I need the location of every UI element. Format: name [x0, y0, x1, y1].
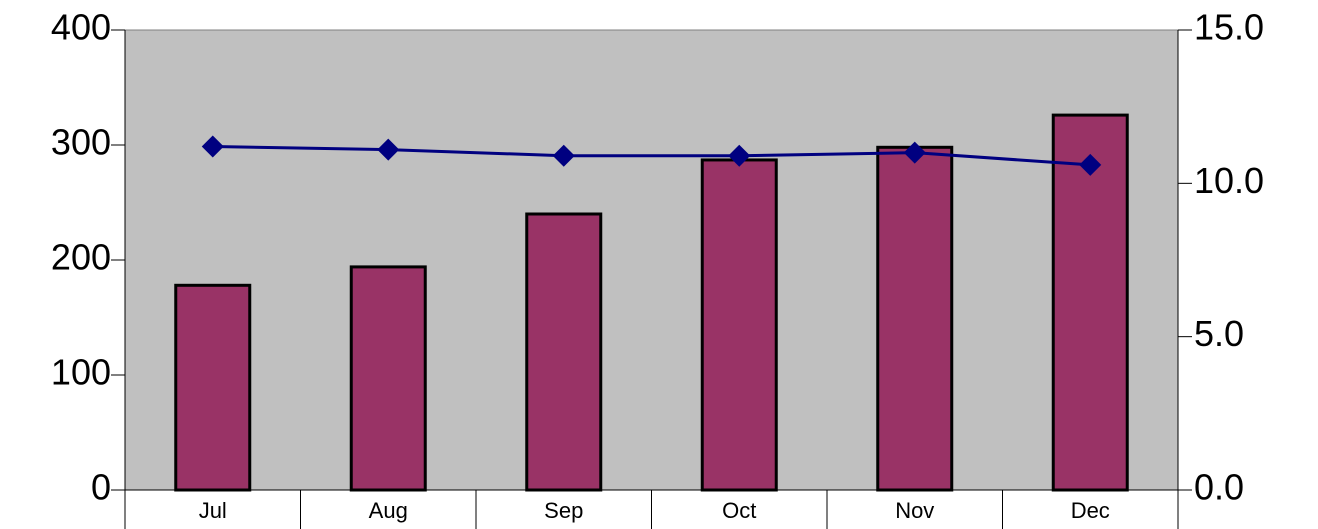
bar	[525, 212, 603, 492]
bar	[174, 283, 252, 492]
line-marker	[552, 144, 575, 167]
x-tick-label: Nov	[895, 498, 934, 523]
bar	[349, 265, 427, 492]
line-marker	[1079, 153, 1102, 176]
x-tick-label: Aug	[369, 498, 408, 523]
y2-tick-label: 5.0	[1194, 313, 1244, 354]
y-tick-label: 200	[51, 237, 111, 278]
bar	[700, 158, 778, 492]
y-tick-label: 100	[51, 352, 111, 393]
line	[212, 145, 1091, 167]
y2-tick-label: 15.0	[1194, 7, 1264, 48]
y-tick-label: 0	[91, 467, 111, 508]
x-tick-label: Sep	[544, 498, 583, 523]
line-marker	[377, 138, 400, 161]
bar	[876, 145, 954, 492]
line-marker	[728, 144, 751, 167]
y2-tick-label: 0.0	[1194, 467, 1244, 508]
line-marker	[903, 141, 926, 164]
bar	[1051, 113, 1129, 492]
line-marker	[201, 135, 224, 158]
y-tick-label: 400	[51, 7, 111, 48]
plot-area	[124, 29, 1179, 491]
y-tick-label: 300	[51, 122, 111, 163]
y2-tick-label: 10.0	[1194, 160, 1264, 201]
x-tick-label: Oct	[722, 498, 756, 523]
x-tick-label: Dec	[1071, 498, 1110, 523]
x-tick-label: Jul	[199, 498, 227, 523]
